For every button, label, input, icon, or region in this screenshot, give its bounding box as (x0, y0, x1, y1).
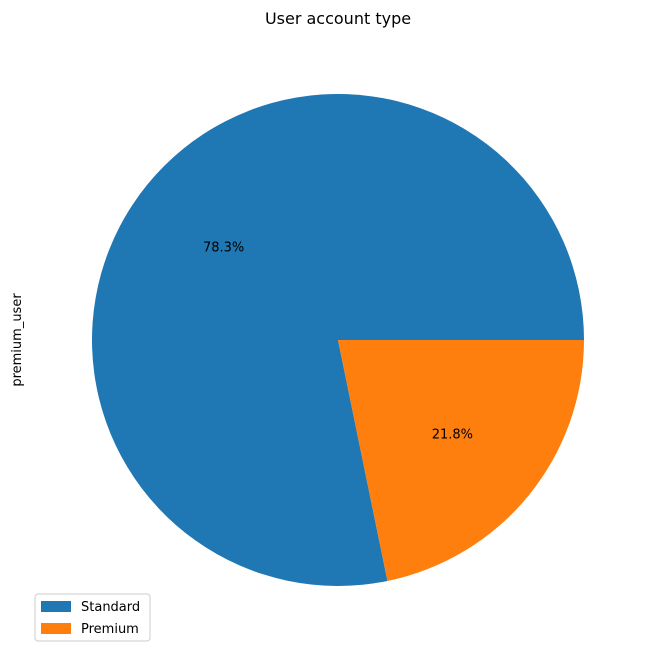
pie-slice-standard (91, 94, 584, 586)
y-axis-label: premium_user (10, 293, 25, 387)
pie-percent-labels: 78.3% 21.8% (203, 241, 473, 443)
legend-swatch-premium (41, 623, 71, 634)
legend: Standard Premium (34, 593, 151, 642)
pct-label-standard: 78.3% (203, 241, 244, 256)
pct-label-premium: 21.8% (432, 427, 473, 442)
chart-title: User account type (265, 9, 411, 28)
pie-slice-premium (338, 340, 584, 581)
legend-label-standard: Standard (81, 600, 140, 615)
legend-label-premium: Premium (81, 622, 139, 637)
pie-slices (91, 94, 584, 586)
legend-swatch-standard (41, 601, 71, 612)
